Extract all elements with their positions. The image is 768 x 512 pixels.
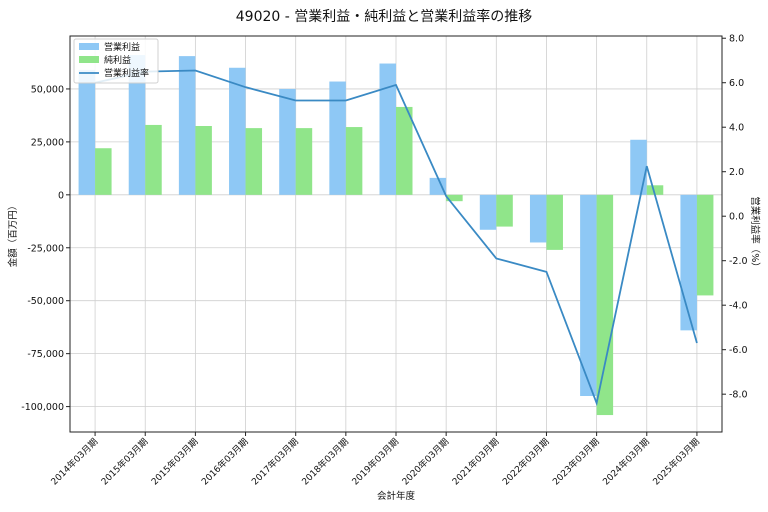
legend-label: 営業利益率 — [104, 67, 149, 79]
x-tick-label: 2023年03月期 — [550, 436, 602, 488]
bar-operating-profit — [78, 69, 96, 195]
y-tick-label: -75,000 — [27, 349, 64, 360]
x-tick-label: 2015年03月期 — [149, 436, 201, 488]
bar-net-profit — [295, 128, 313, 195]
bar-net-profit — [496, 194, 513, 227]
x-tick-label: 2019年03月期 — [349, 436, 401, 488]
y-tick-label: 25,000 — [31, 137, 64, 148]
bar-operating-profit — [279, 88, 296, 195]
y2-tick-label: -6.0 — [729, 345, 748, 356]
x-tick-label: 2014年03月期 — [48, 436, 100, 488]
bar-net-profit — [396, 106, 413, 195]
legend-swatch — [79, 43, 99, 50]
bar-net-profit — [596, 194, 614, 416]
y2-axis-title: 営業利益率（%） — [749, 196, 761, 272]
bar-operating-profit — [680, 194, 697, 331]
bar-net-profit — [245, 128, 263, 195]
y-tick-label: -25,000 — [27, 243, 64, 254]
bar-operating-profit — [580, 194, 597, 396]
y-tick-label: 0 — [58, 190, 64, 201]
x-tick-label: 2024年03月期 — [600, 436, 652, 488]
y-axis-title: 金額（百万円） — [7, 201, 19, 268]
y2-tick-label: -2.0 — [729, 256, 748, 267]
y2-tick-label: -8.0 — [729, 390, 748, 401]
y2-tick-label: 4.0 — [729, 123, 744, 134]
y2-tick-label: 2.0 — [729, 167, 744, 178]
y-tick-label: -50,000 — [27, 296, 64, 307]
chart-title: 49020 - 営業利益・純利益と営業利益率の推移 — [235, 9, 533, 25]
x-tick-label: 2015年03月期 — [98, 436, 150, 488]
bar-net-profit — [696, 194, 714, 296]
bar-operating-profit — [178, 56, 196, 195]
bar-net-profit — [646, 185, 664, 195]
legend-label: 純利益 — [104, 54, 131, 66]
x-tick-label: 2022年03月期 — [500, 436, 552, 488]
bar-operating-profit — [630, 139, 647, 195]
x-tick-label: 2025年03月期 — [650, 436, 702, 488]
x-tick-label: 2021年03月期 — [450, 436, 502, 488]
bar-operating-profit — [128, 55, 146, 195]
legend-label: 営業利益 — [104, 41, 140, 53]
bar-operating-profit — [429, 177, 447, 195]
y2-tick-label: 6.0 — [729, 78, 744, 89]
x-tick-label: 2016年03月期 — [199, 436, 251, 488]
x-tick-label: 2017年03月期 — [249, 436, 301, 488]
legend-swatch — [79, 56, 99, 63]
bar-net-profit — [546, 194, 563, 250]
bar-operating-profit — [379, 63, 396, 195]
y2-tick-label: 0.0 — [729, 212, 744, 223]
bar-operating-profit — [529, 194, 547, 243]
bar-operating-profit — [229, 67, 246, 195]
bar-net-profit — [446, 194, 463, 202]
bar-operating-profit — [329, 81, 346, 195]
y2-tick-label: -4.0 — [729, 301, 748, 312]
x-tick-label: 2020年03月期 — [399, 436, 451, 488]
bar-net-profit — [345, 127, 363, 195]
y2-tick-label: 8.0 — [729, 34, 744, 45]
y-tick-label: 50,000 — [31, 84, 64, 95]
y-tick-label: -100,000 — [21, 402, 64, 413]
bar-net-profit — [145, 124, 162, 195]
bar-net-profit — [195, 126, 212, 195]
bar-operating-profit — [479, 194, 497, 230]
x-axis-title: 会計年度 — [377, 490, 416, 502]
bar-net-profit — [95, 148, 112, 195]
x-tick-label: 2018年03月期 — [299, 436, 351, 488]
